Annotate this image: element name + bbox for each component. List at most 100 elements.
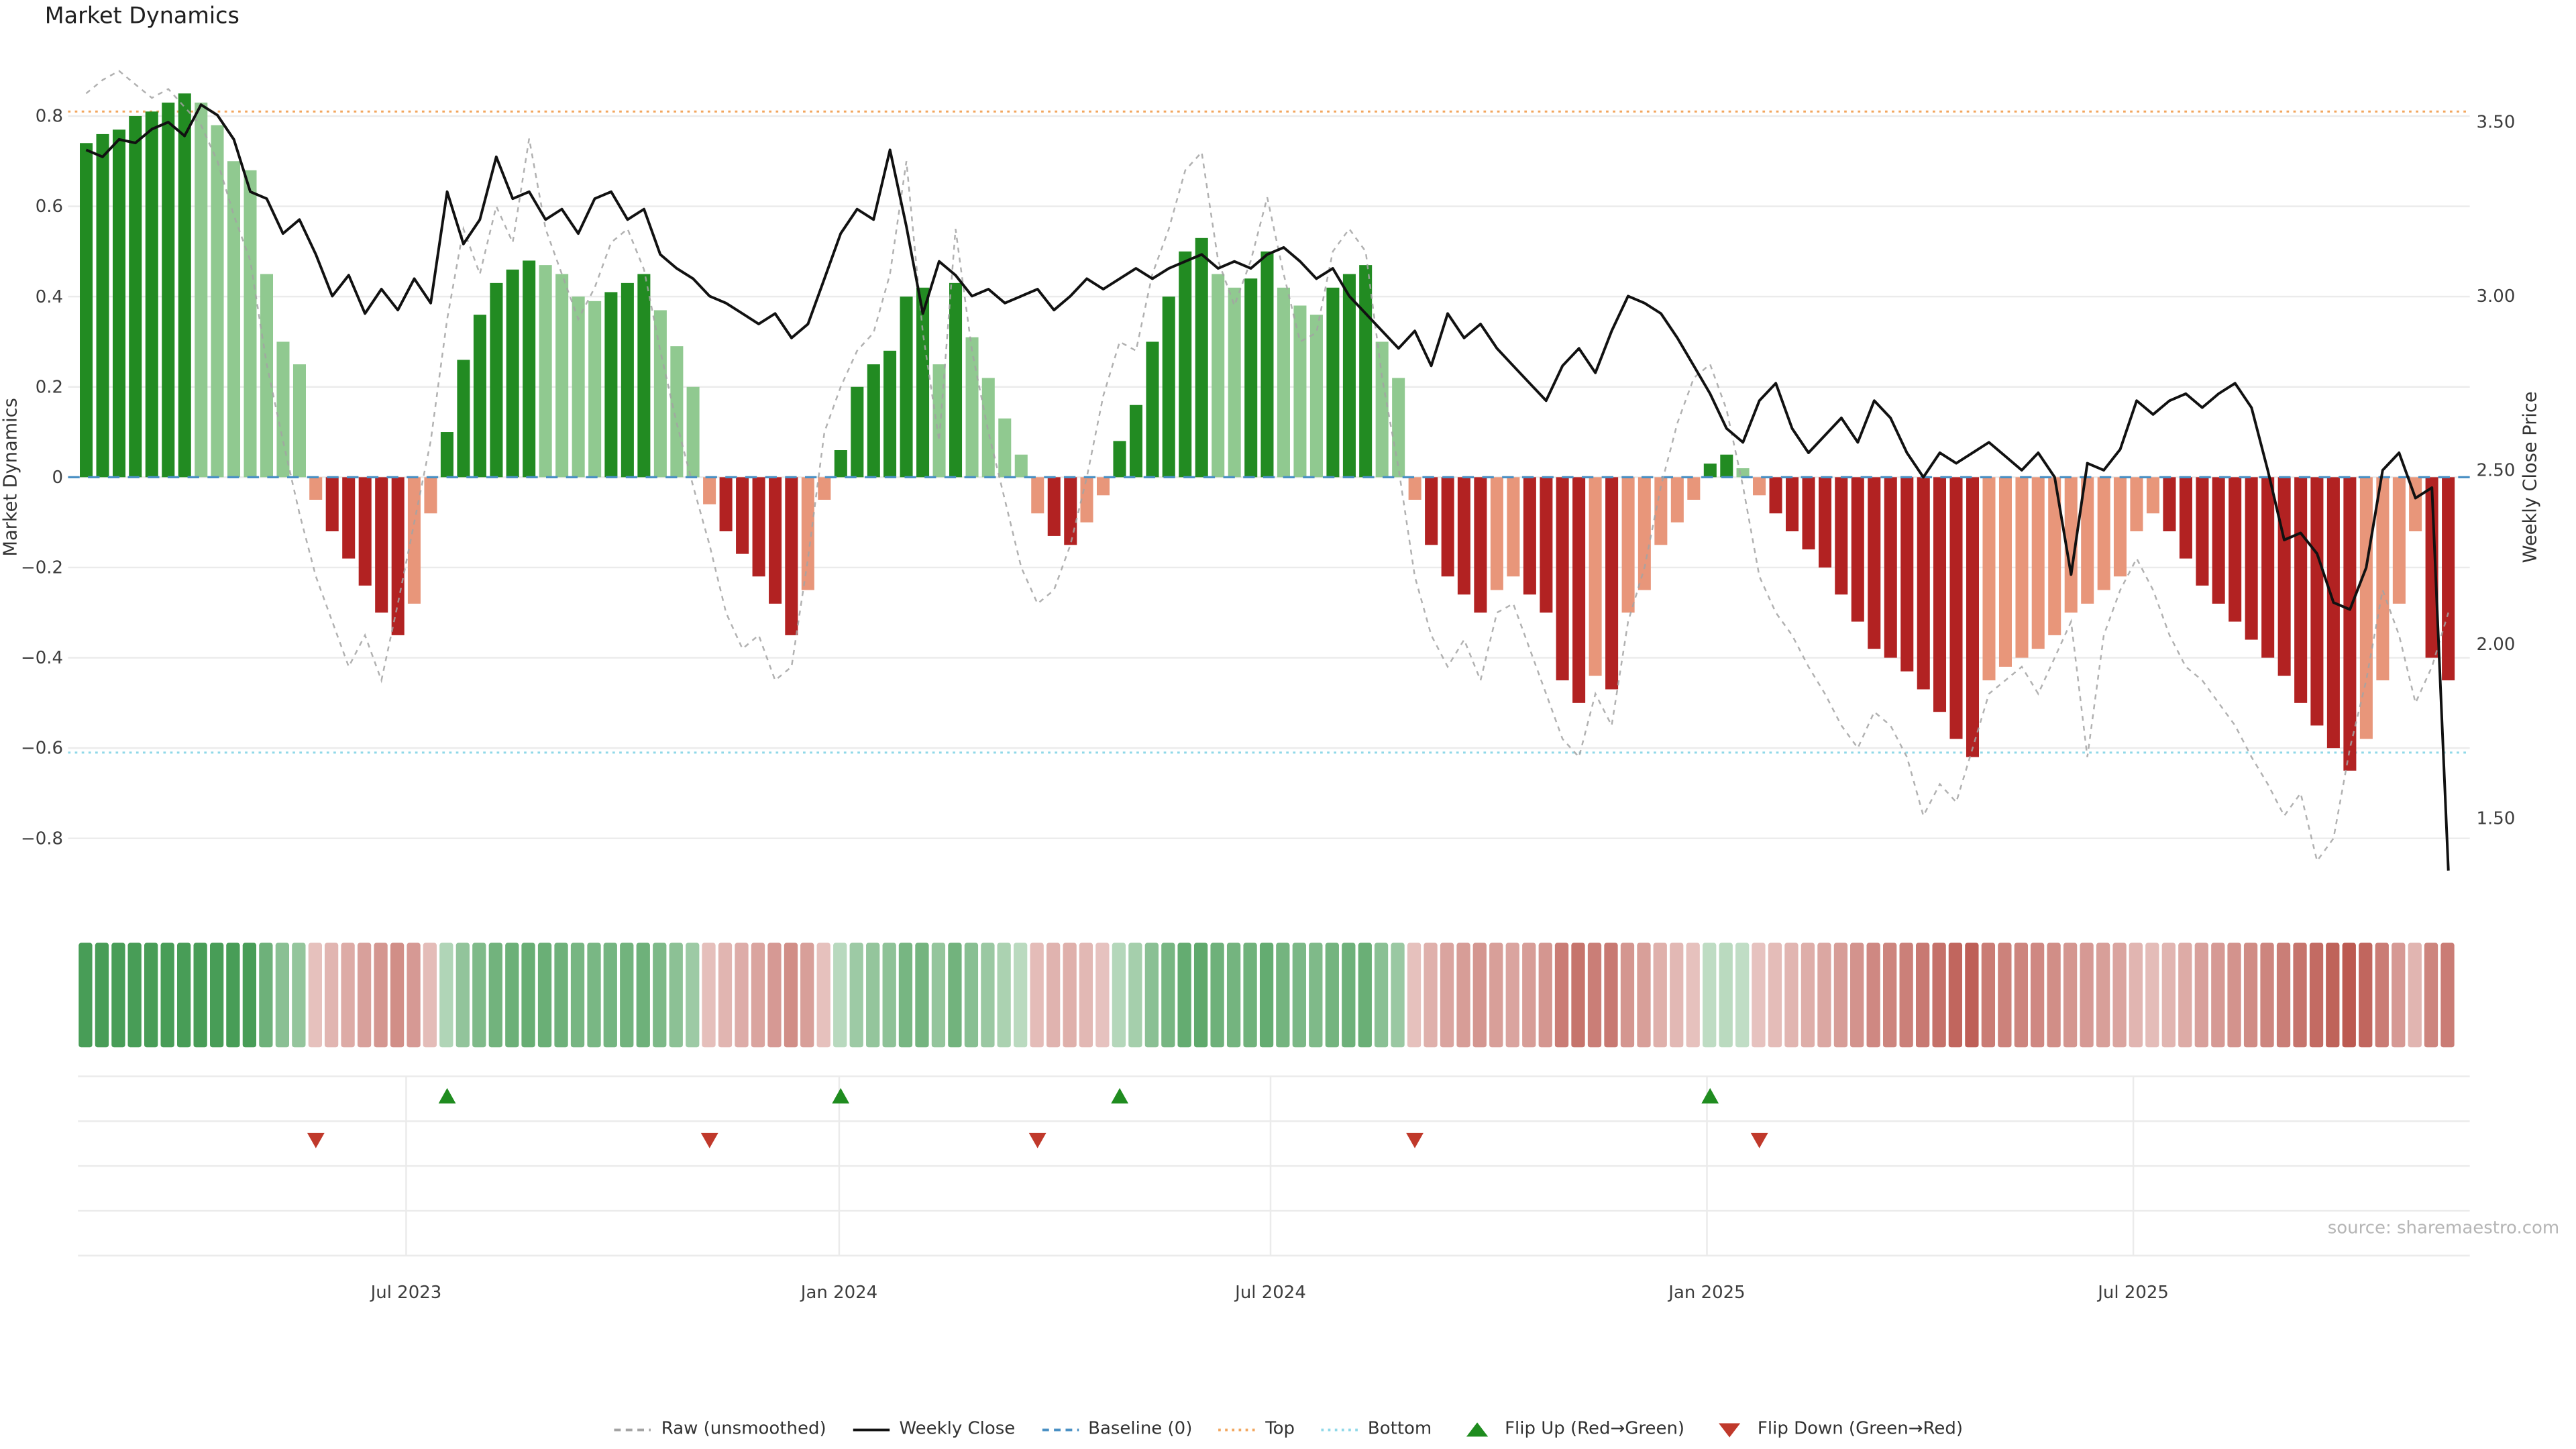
dynamics-bar xyxy=(1031,477,1044,514)
dynamics-bar xyxy=(1687,477,1701,500)
dynamics-bar xyxy=(2081,477,2094,604)
heatmap-cell xyxy=(1505,943,1519,1048)
heatmap-cell xyxy=(111,943,125,1048)
heatmap-cell xyxy=(292,943,306,1048)
dynamics-bar xyxy=(1260,251,1274,478)
heatmap-cell xyxy=(1866,943,1880,1048)
heatmap-cell xyxy=(176,943,191,1048)
heatmap-cell xyxy=(1276,943,1290,1048)
dynamics-bar xyxy=(1309,315,1323,478)
heatmap-cell xyxy=(997,943,1011,1048)
heatmap-cell xyxy=(2375,943,2389,1048)
flip-up-marker-icon xyxy=(438,1087,456,1104)
heatmap-cell xyxy=(2440,943,2455,1048)
dynamics-bar xyxy=(1425,477,1438,545)
flip-down-marker-icon xyxy=(307,1132,325,1148)
dashed-line-icon xyxy=(1041,1428,1079,1432)
dynamics-bar xyxy=(80,143,93,478)
x-axis-tick: Jul 2023 xyxy=(370,1283,442,1303)
heatmap-cell xyxy=(1014,943,1028,1048)
heatmap-cell xyxy=(1998,943,2012,1048)
heatmap-cell xyxy=(1161,943,1175,1048)
dynamics-bar xyxy=(621,282,634,478)
flip-up-marker-icon xyxy=(1701,1087,1719,1104)
heatmap-cell xyxy=(1046,943,1061,1048)
dynamics-bar xyxy=(342,477,356,559)
heatmap-cell xyxy=(1259,943,1274,1048)
heatmap-cell xyxy=(2260,943,2274,1048)
dynamics-bar xyxy=(834,450,847,478)
dynamics-bar xyxy=(375,477,388,613)
dynamics-bar xyxy=(1851,477,1864,622)
right-axis-tick: 2.00 xyxy=(2477,635,2516,655)
heatmap-cell xyxy=(455,943,470,1048)
heatmap-cell xyxy=(521,943,535,1048)
heatmap-cell xyxy=(2227,943,2241,1048)
dynamics-bar xyxy=(752,477,765,577)
dynamics-bar xyxy=(670,346,684,478)
left-axis-tick: 0.4 xyxy=(36,287,63,307)
heatmap-cell xyxy=(751,943,765,1048)
heatmap-cell xyxy=(1177,943,1191,1048)
heatmap-cell xyxy=(948,943,962,1048)
heatmap-cell xyxy=(1817,943,1831,1048)
dynamics-bar xyxy=(1949,477,1963,739)
heatmap-cell xyxy=(2063,943,2078,1048)
dynamics-bar xyxy=(211,125,224,478)
dynamics-bar xyxy=(1654,477,1668,545)
dynamics-bar xyxy=(1342,274,1356,478)
heatmap-cell xyxy=(78,943,93,1048)
dynamics-bar xyxy=(1868,477,1881,649)
right-axis-label: Weekly Close Price xyxy=(2520,391,2541,563)
dynamics-bar xyxy=(900,297,913,478)
heatmap-cell xyxy=(1374,943,1389,1048)
dynamics-bar xyxy=(883,350,897,478)
dynamics-bar xyxy=(1096,477,1110,496)
dynamics-bar xyxy=(2376,477,2390,681)
dynamics-bar xyxy=(572,297,585,478)
dynamics-bar xyxy=(1523,477,1536,595)
heatmap-cell xyxy=(308,943,322,1048)
heatmap-cell xyxy=(1112,943,1126,1048)
heatmap-cell xyxy=(931,943,946,1048)
dynamics-bar xyxy=(2245,477,2258,640)
heatmap-cell xyxy=(2014,943,2029,1048)
heatmap-cell xyxy=(209,943,224,1048)
heatmap-cell xyxy=(1752,943,1766,1048)
heatmap-cell xyxy=(2276,943,2291,1048)
dynamics-bar xyxy=(1408,477,1421,500)
heatmap-cell xyxy=(242,943,257,1048)
legend-item: Baseline (0) xyxy=(1040,1419,1192,1439)
dynamics-bar xyxy=(1720,454,1733,478)
legend-item: Weekly Close xyxy=(851,1419,1015,1439)
dynamics-bar xyxy=(1917,477,1930,690)
dynamics-bar xyxy=(851,386,864,478)
heatmap-cell xyxy=(1883,943,1897,1048)
dynamics-bar xyxy=(2196,477,2209,586)
heatmap-cell xyxy=(1079,943,1093,1048)
heatmap-cell xyxy=(2424,943,2438,1048)
heatmap-cell xyxy=(882,943,896,1048)
heatmap-cell xyxy=(1489,943,1503,1048)
heatmap-cell xyxy=(1653,943,1667,1048)
flip-down-marker-icon xyxy=(1406,1132,1424,1148)
heatmap-cell xyxy=(407,943,421,1048)
heatmap-cell xyxy=(2080,943,2094,1048)
dynamics-bar xyxy=(588,301,602,478)
heatmap-cell xyxy=(1833,943,1848,1048)
dynamics-bar xyxy=(1802,477,1815,549)
heatmap-cell xyxy=(1063,943,1077,1048)
dynamics-bar xyxy=(1326,287,1340,478)
dynamics-bar xyxy=(1375,341,1389,478)
dynamics-bar xyxy=(391,477,405,635)
heatmap-cell xyxy=(1571,943,1585,1048)
heatmap-cell xyxy=(2243,943,2258,1048)
dynamics-bar xyxy=(2146,477,2159,514)
dynamics-bar xyxy=(949,282,963,478)
dynamics-bar xyxy=(867,364,880,478)
heatmap-cell xyxy=(537,943,552,1048)
dynamics-bar xyxy=(523,260,536,478)
source-note: source: sharemaestro.com xyxy=(2327,1218,2560,1238)
chart-legend: Raw (unsmoothed) Weekly Close Baseline (0)… xyxy=(0,1419,2576,1439)
